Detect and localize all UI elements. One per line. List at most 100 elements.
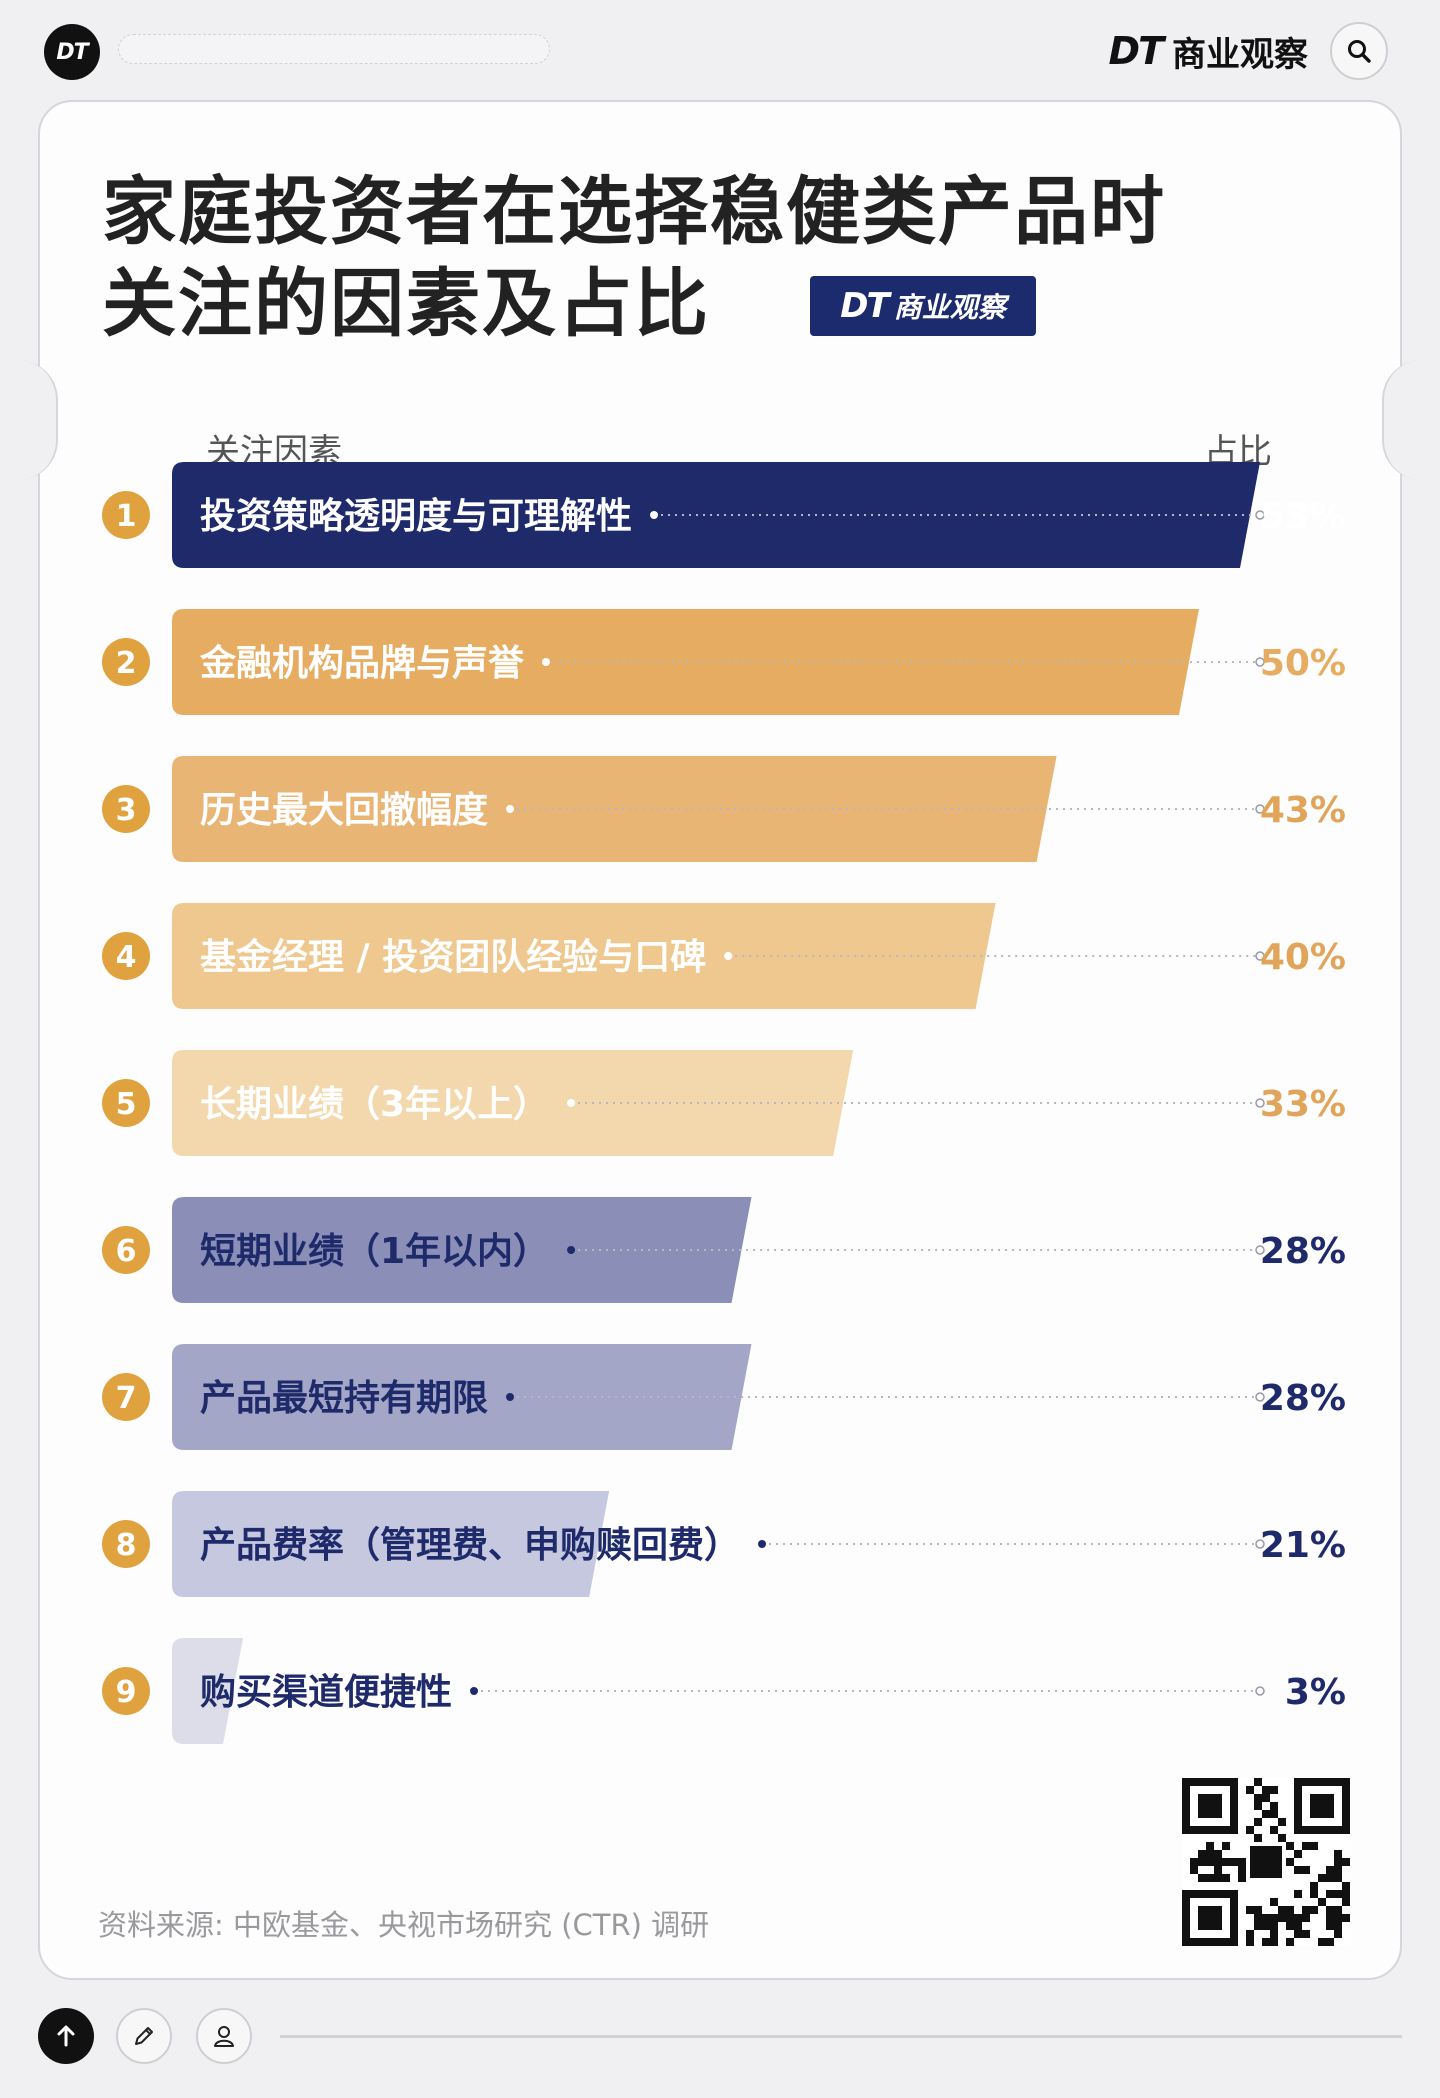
- qr-module: [1230, 1858, 1238, 1866]
- qr-center-logo: [1250, 1846, 1282, 1878]
- qr-module: [1222, 1874, 1230, 1882]
- qr-module: [1334, 1906, 1342, 1914]
- bar-row: 4 基金经理 / 投资团队经验与口碑 40%: [102, 903, 1346, 1009]
- qr-module: [1270, 1802, 1278, 1810]
- qr-module: [1318, 1938, 1326, 1946]
- top-bar: DT DT 商业观察: [0, 0, 1440, 100]
- qr-module: [1254, 1834, 1262, 1842]
- qr-module: [1270, 1810, 1278, 1818]
- rank-number: 3: [116, 793, 137, 828]
- qr-module: [1198, 1858, 1206, 1866]
- bar-row: 9 购买渠道便捷性 3%: [102, 1638, 1346, 1744]
- qr-module: [1286, 1906, 1294, 1914]
- rank-number: 9: [116, 1675, 137, 1710]
- rank-number: 1: [116, 499, 137, 534]
- rank-badge: [102, 1667, 150, 1715]
- qr-module: [1342, 1882, 1350, 1890]
- leader-dot-end: [1255, 804, 1265, 814]
- leader-dot-start: [758, 1540, 767, 1548]
- leader-dot-start: [567, 1246, 576, 1254]
- qr-module: [1254, 1802, 1262, 1810]
- leader-dot-start: [506, 805, 515, 813]
- rank-number: 7: [116, 1381, 137, 1416]
- qr-module: [1270, 1786, 1278, 1794]
- qr-module: [1214, 1858, 1222, 1866]
- qr-module: [1262, 1794, 1270, 1802]
- qr-module: [1238, 1874, 1246, 1882]
- rank-badge: [102, 491, 150, 539]
- rank-number: 2: [116, 646, 137, 681]
- qr-module: [1278, 1818, 1286, 1826]
- top-search-pill[interactable]: [118, 34, 550, 64]
- qr-module: [1294, 1866, 1302, 1874]
- rank-badge: [102, 638, 150, 686]
- scroll-top-button[interactable]: [38, 2008, 94, 2064]
- qr-module: [1334, 1922, 1342, 1930]
- category-label: 基金经理 / 投资团队经验与口碑: [200, 936, 706, 978]
- leader-dot-start: [542, 658, 551, 666]
- qr-module: [1270, 1922, 1278, 1930]
- bar-row: 6 短期业绩（1年以内） 28%: [102, 1197, 1346, 1303]
- qr-module: [1294, 1914, 1302, 1922]
- bottom-bar: [0, 1990, 1440, 2098]
- value-label: 21%: [1260, 1525, 1346, 1566]
- category-label: 产品费率（管理费、申购赎回费）: [200, 1525, 740, 1566]
- qr-module: [1342, 1858, 1350, 1866]
- value-label: 3%: [1285, 1672, 1346, 1713]
- qr-module: [1262, 1786, 1270, 1794]
- search-button[interactable]: [1330, 22, 1388, 80]
- qr-module: [1262, 1810, 1270, 1818]
- qr-module: [1310, 1842, 1318, 1850]
- qr-module: [1326, 1874, 1334, 1882]
- leader-dot-start: [724, 952, 733, 960]
- qr-module: [1326, 1890, 1334, 1898]
- bar: [172, 462, 1260, 568]
- badge-cn-text: 商业观察: [893, 291, 1006, 324]
- qr-module: [1310, 1890, 1318, 1898]
- qr-module: [1286, 1914, 1294, 1922]
- qr-module: [1286, 1922, 1294, 1930]
- bar: [172, 1491, 610, 1597]
- qr-module: [1262, 1914, 1270, 1922]
- qr-module: [1318, 1874, 1326, 1882]
- card-notch-right: [1382, 360, 1422, 480]
- chart-title-line2: 关注的因素及占比: [102, 261, 710, 347]
- infographic-card: 家庭投资者在选择稳健类产品时 关注的因素及占比 DT 商业观察 关注因素 占比 …: [18, 100, 1422, 1980]
- qr-module: [1198, 1850, 1206, 1858]
- category-label: 长期业绩（3年以上）: [200, 1084, 549, 1125]
- qr-module: [1334, 1914, 1342, 1922]
- qr-module: [1214, 1850, 1222, 1858]
- qr-module: [1222, 1842, 1230, 1850]
- edit-button[interactable]: [116, 2008, 172, 2064]
- chart-title: 家庭投资者在选择稳健类产品时 关注的因素及占比: [102, 166, 1202, 350]
- qr-module: [1246, 1826, 1254, 1834]
- category-label: 金融机构品牌与声誉: [199, 642, 525, 684]
- bar-row: 2 金融机构品牌与声誉 50%: [102, 609, 1346, 715]
- qr-module: [1310, 1906, 1318, 1914]
- value-label: 28%: [1260, 1378, 1346, 1419]
- qr-module: [1326, 1906, 1334, 1914]
- qr-module: [1334, 1930, 1342, 1938]
- bar-row: 8 产品费率（管理费、申购赎回费） 21%: [102, 1491, 1346, 1597]
- qr-module: [1302, 1842, 1310, 1850]
- qr-module: [1246, 1906, 1254, 1914]
- qr-module: [1294, 1890, 1302, 1898]
- qr-module: [1294, 1922, 1302, 1930]
- qr-module: [1342, 1914, 1350, 1922]
- qr-module: [1342, 1898, 1350, 1906]
- rank-number: 4: [116, 940, 137, 975]
- qr-module: [1318, 1898, 1326, 1906]
- leader-dot-end: [1255, 1686, 1265, 1696]
- qr-module: [1334, 1866, 1342, 1874]
- rank-number: 5: [116, 1087, 137, 1122]
- qr-module: [1302, 1914, 1310, 1922]
- qr-module: [1270, 1826, 1278, 1834]
- qr-code[interactable]: [1182, 1778, 1350, 1946]
- qr-module: [1302, 1906, 1310, 1914]
- rank-badge: [102, 1520, 150, 1568]
- search-icon: [1348, 40, 1371, 63]
- dt-logo[interactable]: DT: [44, 24, 100, 80]
- profile-button[interactable]: [196, 2008, 252, 2064]
- bar-row: 3 历史最大回撤幅度 43%: [102, 756, 1346, 862]
- bar: [172, 756, 1057, 862]
